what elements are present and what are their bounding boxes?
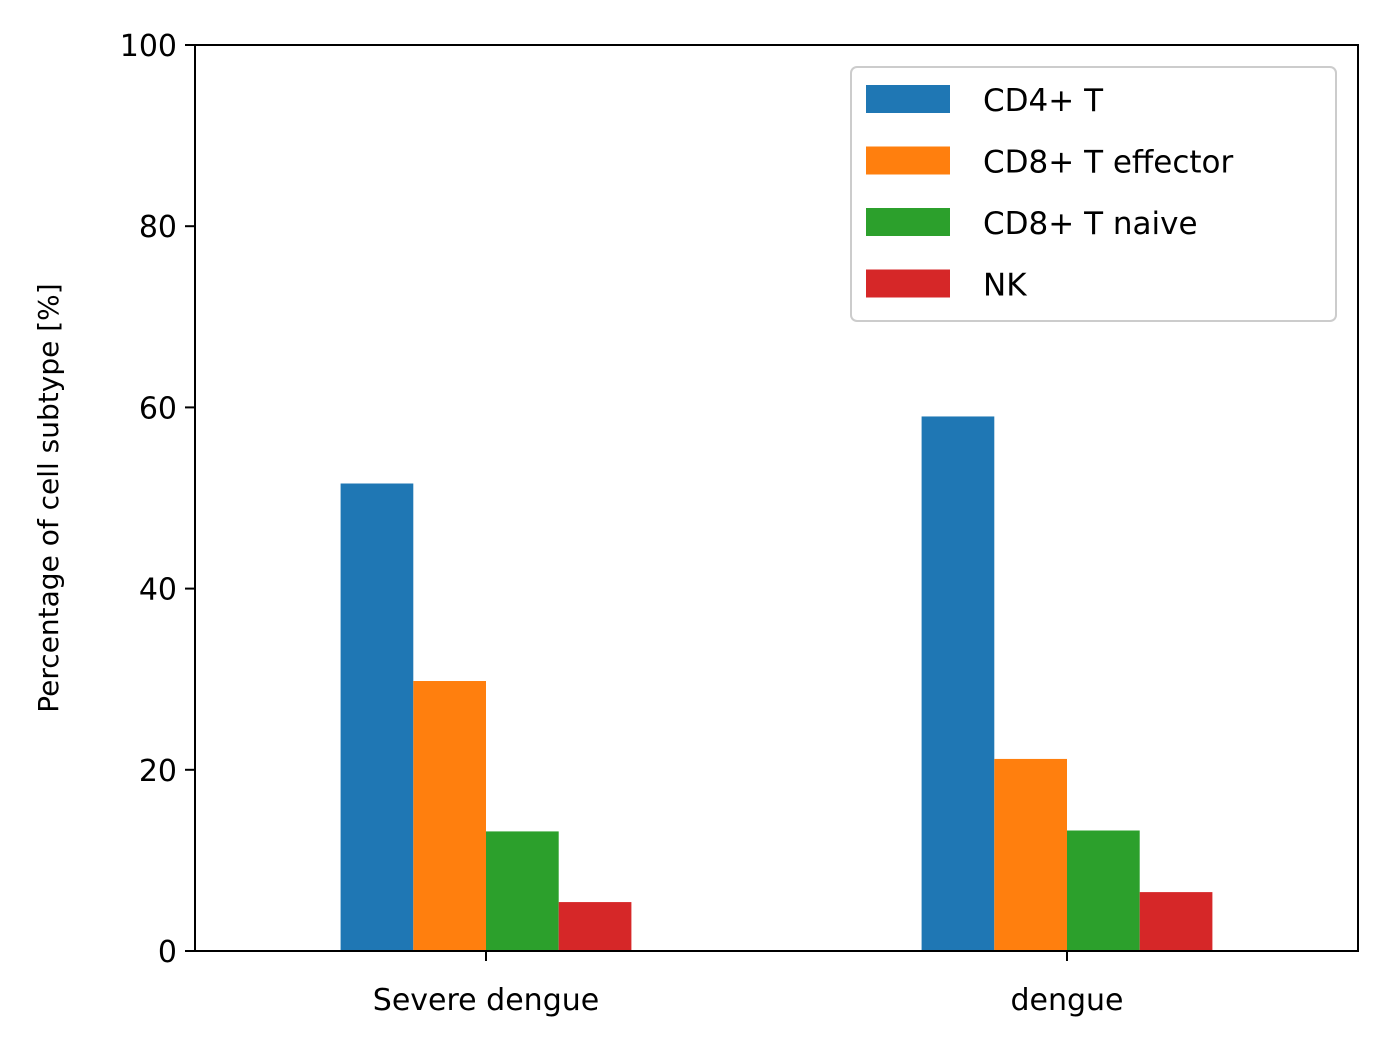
plot-area-frame — [194, 44, 1359, 952]
x-axis: Severe dengue dengue — [373, 951, 1124, 1018]
legend-box — [850, 66, 1337, 322]
bar-3-2 — [1067, 830, 1140, 951]
legend-label: CD8+ T effector — [983, 145, 1234, 181]
bar-2-2 — [994, 758, 1067, 951]
legend-swatch — [866, 85, 950, 113]
legend-label: NK — [983, 268, 1027, 304]
y-tick-label: 80 — [139, 210, 177, 245]
legend-swatch — [866, 208, 950, 236]
x-tick-label: Severe dengue — [373, 983, 599, 1018]
x-tick-label: dengue — [1010, 983, 1123, 1018]
bar-1-1 — [340, 483, 414, 951]
y-axis-label: Percentage of cell subtype [%] — [32, 283, 65, 712]
bar-2-1 — [413, 681, 486, 951]
bars-group — [340, 416, 1213, 952]
legend-label: CD8+ T naive — [983, 206, 1198, 242]
legend-swatch — [866, 146, 950, 175]
y-tick-label: 20 — [139, 754, 177, 789]
y-tick-label: 40 — [139, 573, 177, 608]
y-tick-label: 100 — [120, 29, 177, 64]
legend-label: CD4+ T — [983, 83, 1104, 119]
bar-4-2 — [1139, 892, 1213, 951]
y-tick-label: 0 — [158, 935, 177, 970]
legend: CD4+ T CD8+ T effector CD8+ T naive NK — [850, 66, 1337, 322]
y-axis: 0 20 40 60 80 100 — [120, 29, 195, 970]
bar-4-1 — [558, 902, 632, 951]
y-tick-label: 60 — [139, 391, 177, 426]
legend-swatch — [866, 269, 950, 298]
bar-1-2 — [921, 416, 995, 952]
bar-3-1 — [486, 831, 559, 951]
